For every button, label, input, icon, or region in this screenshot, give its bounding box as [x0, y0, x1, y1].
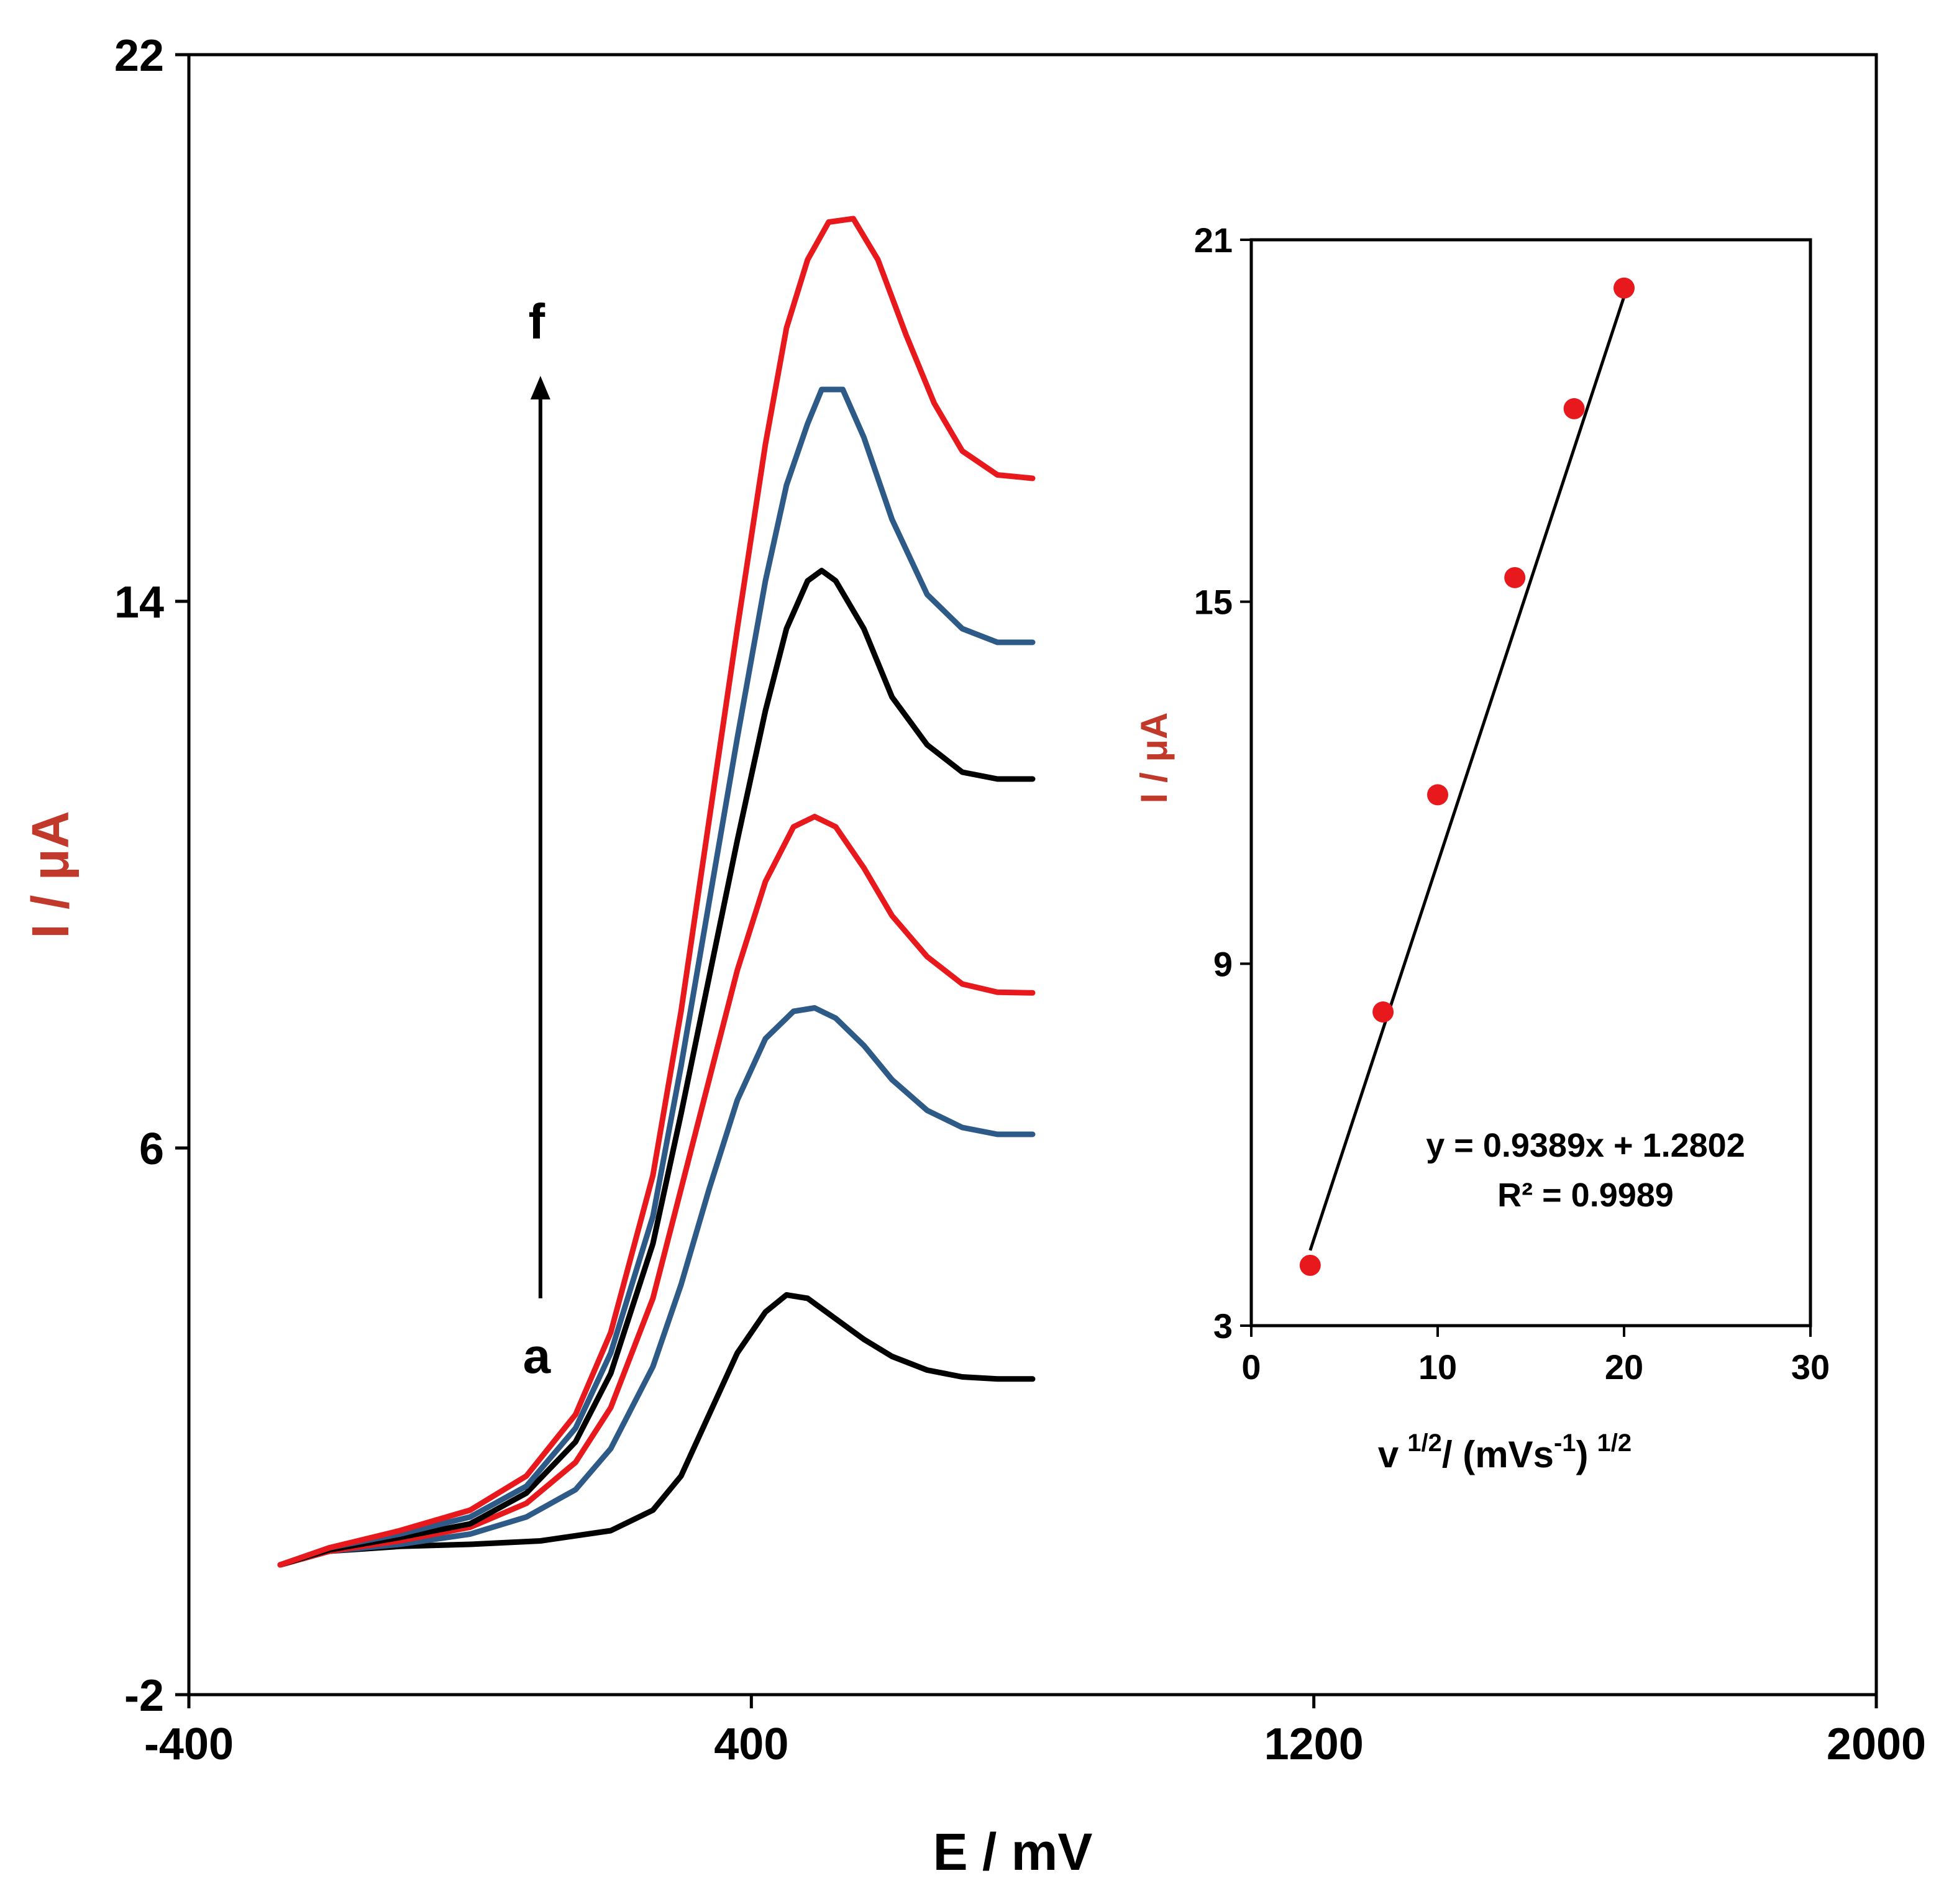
inset-x-title-v: v — [1378, 1434, 1399, 1475]
fit-r-squared: R² = 0.9989 — [1497, 1177, 1674, 1214]
fit-equation: y = 0.9389x + 1.2802 — [1426, 1127, 1745, 1164]
data-point — [1563, 398, 1585, 419]
inset-x-tick-label: 30 — [1791, 1347, 1830, 1387]
main-y-tick-label: 6 — [139, 1124, 164, 1174]
inset-x-tick-label: 20 — [1605, 1347, 1643, 1387]
voltammogram-curve-c — [277, 814, 1036, 1568]
inset-plot — [1299, 277, 1635, 1276]
inset-x-title-exp2: -1 — [1554, 1429, 1576, 1457]
inset-x-axis-title: v 1/2/ (mVs-1) 1/2 — [1378, 1429, 1632, 1475]
main-x-tick-label: -400 — [144, 1720, 234, 1769]
main-x-tick-label: 400 — [714, 1720, 788, 1769]
inset-x-title-unit: / (mVs — [1442, 1434, 1554, 1475]
main-y-tick-label: 22 — [114, 31, 164, 81]
inset-x-title-exp3: 1/2 — [1597, 1429, 1632, 1457]
inset-y-tick-label: 9 — [1213, 944, 1233, 983]
main-x-axis-title: E / mV — [933, 1823, 1093, 1881]
inset-x-tick-label: 10 — [1418, 1347, 1457, 1387]
voltammogram-curve-d — [277, 568, 1036, 1568]
inset-y-axis-title: I / μA — [1133, 713, 1175, 804]
voltammogram-curve-f — [277, 216, 1036, 1568]
linear-fit-line — [1308, 296, 1626, 1251]
main-curves — [277, 216, 1036, 1568]
main-x-tick-label: 2000 — [1827, 1720, 1926, 1769]
data-point — [1614, 277, 1635, 299]
curve-label-start: a — [523, 1328, 551, 1383]
inset-y-tick-label: 15 — [1194, 583, 1233, 622]
data-point — [1504, 567, 1526, 588]
main-plot-frame — [187, 53, 1878, 1697]
main-ticks: -400 400 1200 2000 -2 6 14 22 — [114, 31, 1926, 1769]
main-annotation: a f — [523, 294, 551, 1383]
data-point — [1372, 1001, 1394, 1023]
main-y-tick-label: 14 — [114, 578, 164, 627]
inset-x-tick-label: 0 — [1241, 1347, 1261, 1387]
main-y-tick-label: -2 — [124, 1671, 164, 1721]
curve-label-end: f — [529, 294, 545, 349]
main-x-tick-label: 1200 — [1264, 1720, 1364, 1769]
inset-y-tick-label: 3 — [1213, 1306, 1233, 1346]
inset-ticks: 0 10 20 30 3 9 15 21 — [1194, 221, 1830, 1387]
inset-y-tick-label: 21 — [1194, 221, 1233, 260]
increase-arrow-head — [530, 376, 550, 399]
inset-x-title-exp1: 1/2 — [1407, 1429, 1442, 1457]
voltammogram-curve-b — [277, 1005, 1036, 1568]
data-point — [1427, 784, 1448, 806]
voltammogram-curve-a — [277, 1292, 1036, 1568]
voltammogram-curve-e — [277, 386, 1036, 1568]
data-point — [1299, 1254, 1321, 1276]
inset-x-title-paren: ) — [1576, 1434, 1589, 1475]
main-y-axis-title: I / μA — [21, 811, 80, 938]
